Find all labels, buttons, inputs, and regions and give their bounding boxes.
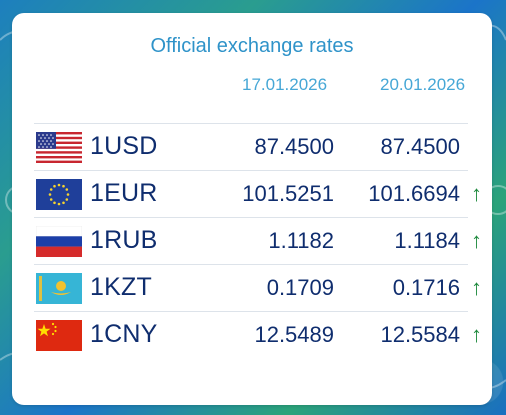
rate-date-1: 101.5251 — [242, 181, 334, 206]
rates-table: 1USD 87.4500 87.4500 — [34, 123, 482, 358]
arrow-up-icon: ↑ — [471, 275, 482, 300]
arrow-up-icon: ↑ — [471, 322, 482, 347]
eu-flag-icon — [36, 179, 82, 210]
rate-date-1: 0.1709 — [266, 275, 334, 300]
currency-code: 1RUB — [90, 226, 158, 254]
rate-date-2: 0.1716 — [392, 275, 460, 300]
kz-flag-icon — [36, 273, 82, 304]
page-title: Official exchange rates — [150, 35, 354, 57]
exchange-rates-card: Official exchange rates 17.01.2026 20.01… — [12, 13, 492, 405]
rate-row-rub: 1RUB 1.1182 1.1184 ↑ — [34, 217, 482, 264]
rate-row-cny: 1CNY 12.5489 12.5584 ↑ — [34, 311, 482, 358]
date-column-2: 20.01.2026 — [380, 75, 466, 94]
rate-date-1: 12.5489 — [254, 322, 334, 347]
rate-date-2: 12.5584 — [380, 322, 460, 347]
currency-code: 1EUR — [90, 179, 158, 207]
rate-date-1: 1.1182 — [268, 228, 334, 253]
rate-row-kzt: 1KZT 0.1709 0.1716 ↑ — [34, 264, 482, 311]
arrow-up-icon: ↑ — [471, 181, 482, 206]
rate-date-2: 1.1184 — [394, 228, 460, 253]
date-column-1: 17.01.2026 — [242, 75, 328, 94]
us-flag-icon — [36, 132, 82, 163]
rate-date-2: 87.4500 — [380, 134, 460, 159]
rate-row-usd: 1USD 87.4500 87.4500 — [34, 123, 468, 170]
currency-code: 1KZT — [90, 273, 152, 301]
currency-code: 1USD — [90, 132, 158, 160]
rate-date-1: 87.4500 — [254, 134, 334, 159]
arrow-up-icon: ↑ — [471, 228, 482, 253]
cn-flag-icon — [36, 320, 82, 351]
rate-date-2: 101.6694 — [368, 181, 460, 206]
rate-row-eur: 1EUR 101.5251 101.6694 ↑ — [34, 170, 482, 217]
ru-flag-icon — [36, 226, 82, 257]
currency-code: 1CNY — [90, 320, 158, 348]
